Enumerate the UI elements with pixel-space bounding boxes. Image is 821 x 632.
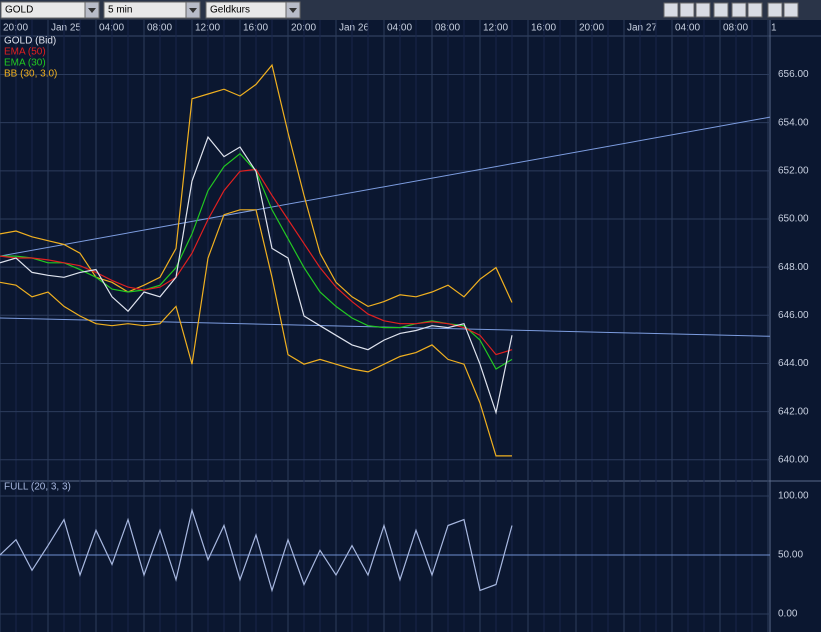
series-line [0, 135, 513, 415]
tool-button[interactable] [767, 2, 783, 18]
legend-entry: BB (30, 3.0) [4, 69, 57, 80]
y-tick-label: 640.00 [778, 454, 809, 465]
y-tick-label: 50.00 [778, 550, 803, 561]
arrow [88, 8, 96, 13]
interval: 5 min [108, 5, 132, 16]
tool-button[interactable] [731, 2, 747, 18]
series-line [0, 63, 513, 308]
y-tick-label: 100.00 [778, 491, 809, 502]
x-tick-label: Jan 25 [51, 23, 81, 34]
y-tick-label: 652.00 [778, 165, 809, 176]
trendline [0, 116, 771, 257]
legend-entry: EMA (50) [4, 47, 46, 58]
tool-button[interactable] [783, 2, 799, 18]
tool-button[interactable] [663, 2, 679, 18]
arrow [189, 8, 197, 13]
y-tick-label: 650.00 [778, 214, 809, 225]
symbol: GOLD [5, 5, 33, 16]
toolbar [0, 0, 821, 20]
y-tick-label: 0.00 [778, 609, 798, 620]
x-tick-label: 1 [771, 23, 777, 34]
y-tick-label: 648.00 [778, 262, 809, 273]
y-tick-label: 656.00 [778, 69, 809, 80]
tool-button[interactable] [713, 2, 729, 18]
chart-background [0, 20, 821, 632]
x-tick-label: Jan 27 [627, 23, 657, 34]
y-tick-label: 646.00 [778, 310, 809, 321]
x-tick-label: Jan 26 [339, 23, 369, 34]
tool-button[interactable] [695, 2, 711, 18]
arrow [289, 8, 297, 13]
series-line [0, 168, 513, 356]
legend-entry: FULL (20, 3, 3) [4, 482, 71, 493]
tool-icons [663, 2, 799, 18]
y-tick-label: 654.00 [778, 117, 809, 128]
tool-button[interactable] [679, 2, 695, 18]
tool-button[interactable] [747, 2, 763, 18]
quote: Geldkurs [210, 5, 250, 16]
legend-entry: GOLD (Bid) [4, 36, 56, 47]
legend-entry: EMA (30) [4, 58, 46, 69]
series-lower-line [0, 209, 512, 457]
y-tick-label: 642.00 [778, 406, 809, 417]
series-line [0, 507, 513, 593]
y-tick-label: 644.00 [778, 358, 809, 369]
